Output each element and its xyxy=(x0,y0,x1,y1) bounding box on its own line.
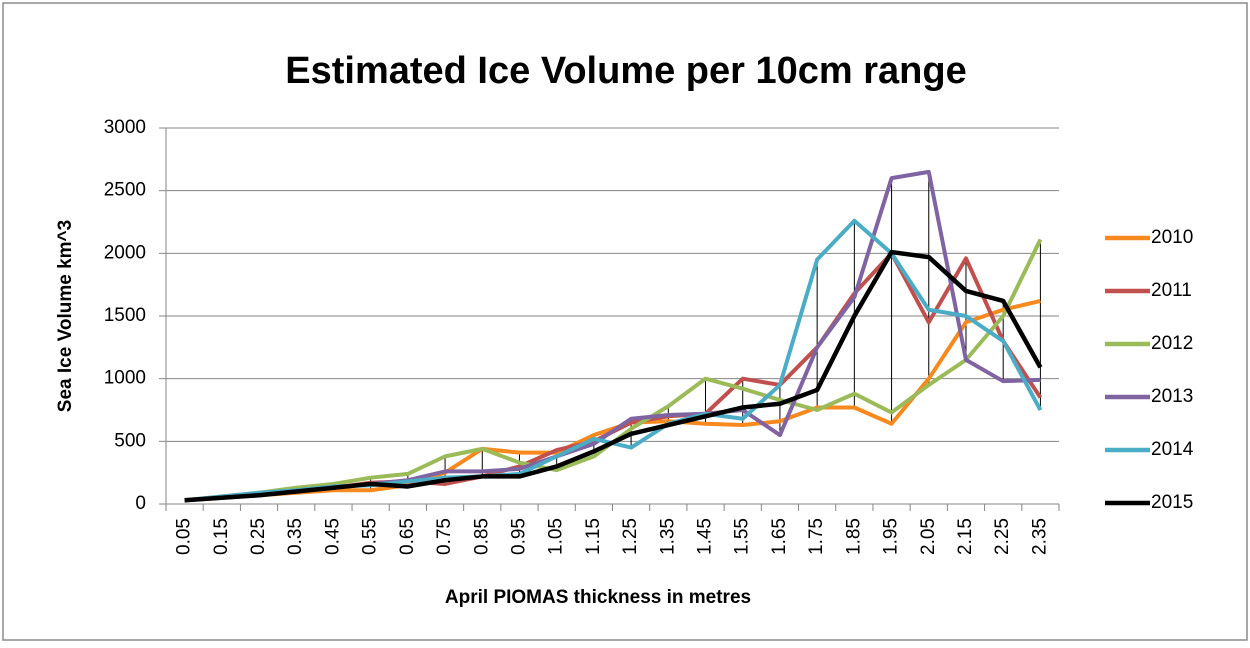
x-axis-title: April PIOMAS thickness in metres xyxy=(445,587,751,608)
legend-label: 2010 xyxy=(1151,227,1193,248)
x-tick-label: 2.15 xyxy=(955,518,976,555)
y-tick-label: 1500 xyxy=(104,305,146,326)
legend-label: 2013 xyxy=(1151,386,1193,407)
x-tick-label: 0.95 xyxy=(508,518,529,555)
x-tick-label: 0.25 xyxy=(248,518,269,555)
y-tick-label: 3000 xyxy=(104,117,146,138)
legend-label: 2014 xyxy=(1151,439,1194,460)
x-tick-label: 1.35 xyxy=(657,518,678,555)
y-axis-title: Sea Ice Volume km^3 xyxy=(55,220,76,412)
x-tick-label: 0.85 xyxy=(471,518,492,555)
x-tick-label: 0.65 xyxy=(397,518,418,555)
y-tick-label: 500 xyxy=(114,430,146,451)
chart-title: Estimated Ice Volume per 10cm range xyxy=(285,50,966,92)
x-tick-label: 1.25 xyxy=(620,518,641,555)
x-tick-label: 2.05 xyxy=(918,518,939,555)
x-tick-label: 0.55 xyxy=(360,518,381,555)
x-tick-label: 1.45 xyxy=(695,518,716,555)
y-tick-label: 0 xyxy=(135,493,146,514)
x-tick-label: 0.05 xyxy=(174,518,195,555)
x-tick-label: 2.25 xyxy=(992,518,1013,555)
legend-label: 2011 xyxy=(1151,280,1192,301)
x-tick-label: 0.75 xyxy=(434,518,455,555)
x-tick-label: 1.95 xyxy=(881,518,902,555)
x-tick-label: 0.35 xyxy=(285,518,306,555)
x-tick-label: 1.75 xyxy=(806,518,827,555)
x-tick-label: 1.05 xyxy=(546,518,567,555)
x-tick-label: 0.45 xyxy=(322,518,343,555)
x-tick-label: 2.35 xyxy=(1029,518,1050,555)
x-tick-label: 1.65 xyxy=(769,518,790,555)
y-tick-label: 2000 xyxy=(104,242,146,263)
x-tick-label: 1.85 xyxy=(843,518,864,555)
x-tick-label: 0.15 xyxy=(211,518,232,555)
series-line xyxy=(184,249,1043,503)
series-line xyxy=(184,299,1041,503)
legend-label: 2015 xyxy=(1151,492,1193,513)
x-tick-label: 1.15 xyxy=(583,518,604,555)
legend-label: 2012 xyxy=(1151,333,1193,354)
y-tick-label: 1000 xyxy=(104,368,146,389)
x-tick-label: 1.55 xyxy=(732,518,753,555)
y-tick-label: 2500 xyxy=(104,180,146,201)
